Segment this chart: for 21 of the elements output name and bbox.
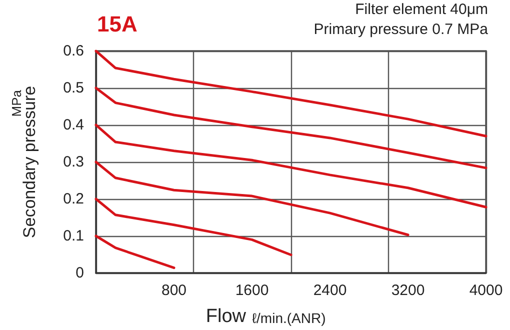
y-tick-label: 0.6 (63, 42, 84, 60)
chart-title: 15A (97, 12, 138, 36)
x-tick-label: 4000 (469, 282, 503, 299)
text: Primary pressure 0.7 MPa (314, 21, 489, 38)
x-axis-title: Flow (206, 306, 246, 327)
y-tick-label: 0.3 (63, 154, 84, 170)
x-tick-label: 3200 (391, 282, 425, 299)
y-tick-label: 0 (76, 264, 84, 282)
y-tick-label: 0.2 (63, 190, 84, 208)
x-tick-label: 800 (161, 282, 187, 299)
y-tick-label: 0.1 (63, 228, 84, 244)
line-series (94, 160, 410, 236)
text: Filter element 40μm (355, 1, 488, 18)
line-series (94, 198, 292, 256)
y-tick-label: 0.4 (63, 116, 84, 134)
y-tick-label: 0.5 (63, 80, 84, 96)
line-series (94, 124, 488, 208)
x-tick-label: 1600 (235, 282, 269, 299)
x-tick-label: 2400 (313, 282, 347, 299)
line-series (94, 86, 488, 170)
text: ℓ/min.(ANR) (252, 310, 326, 326)
